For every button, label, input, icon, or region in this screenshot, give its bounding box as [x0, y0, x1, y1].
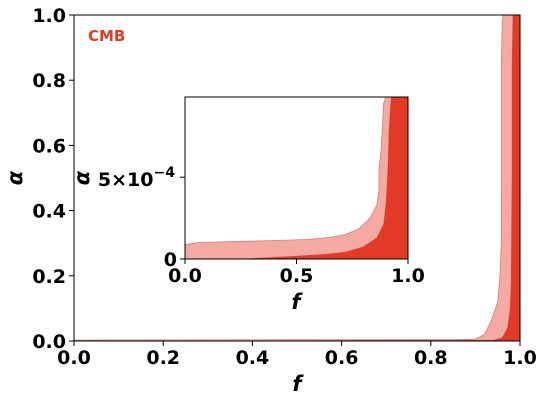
main-x-tick-label: 0.2 — [146, 347, 180, 369]
inset-plot-panel: 0.0 0.5 1.0 0 5×10−4 f α — [70, 96, 425, 314]
main-y-tick-label: 0.2 — [32, 266, 66, 288]
cmb-annotation: CMB — [88, 27, 125, 45]
inset-y-tick-label: 5×10−4 — [98, 165, 175, 191]
main-x-tick-label: 0.0 — [57, 347, 91, 369]
main-y-tick-label: 0.4 — [32, 201, 66, 223]
inset-y-axis-label: α — [70, 170, 94, 185]
main-x-tick-label: 0.6 — [325, 347, 359, 369]
main-y-axis-label: α — [3, 170, 27, 185]
main-y-tick-label: 0.0 — [32, 331, 66, 353]
main-x-tick-label: 1.0 — [503, 347, 537, 369]
inset-confidence-regions — [184, 96, 409, 260]
inset-axis-ticks: 0.0 0.5 1.0 0 5×10−4 — [98, 165, 425, 287]
main-x-tick-label: 0.8 — [414, 347, 448, 369]
main-x-tick-label: 0.4 — [236, 347, 270, 369]
main-y-tick-label: 1.0 — [32, 5, 66, 27]
inset-x-tick-label: 0.5 — [280, 265, 314, 287]
inset-y-tick-label: 0 — [164, 249, 177, 271]
inset-x-tick-label: 0.0 — [168, 265, 202, 287]
inset-x-tick-label: 1.0 — [391, 265, 425, 287]
main-y-tick-label: 0.6 — [32, 135, 66, 157]
main-plot-frame — [73, 14, 521, 342]
main-axis-ticks: 0.0 0.2 0.4 0.6 0.8 1.0 0.0 0.2 0.4 0.6 0.8 1.0 — [32, 5, 537, 369]
main-y-tick-label: 0.8 — [32, 70, 66, 92]
inset-x-axis-label: f — [291, 290, 303, 314]
main-plot-panel: 0.0 0.2 0.4 0.6 0.8 1.0 0.0 0.2 0.4 0.6 0.8 1.0 CMB… — [3, 5, 537, 396]
main-x-axis-label: f — [292, 372, 304, 396]
